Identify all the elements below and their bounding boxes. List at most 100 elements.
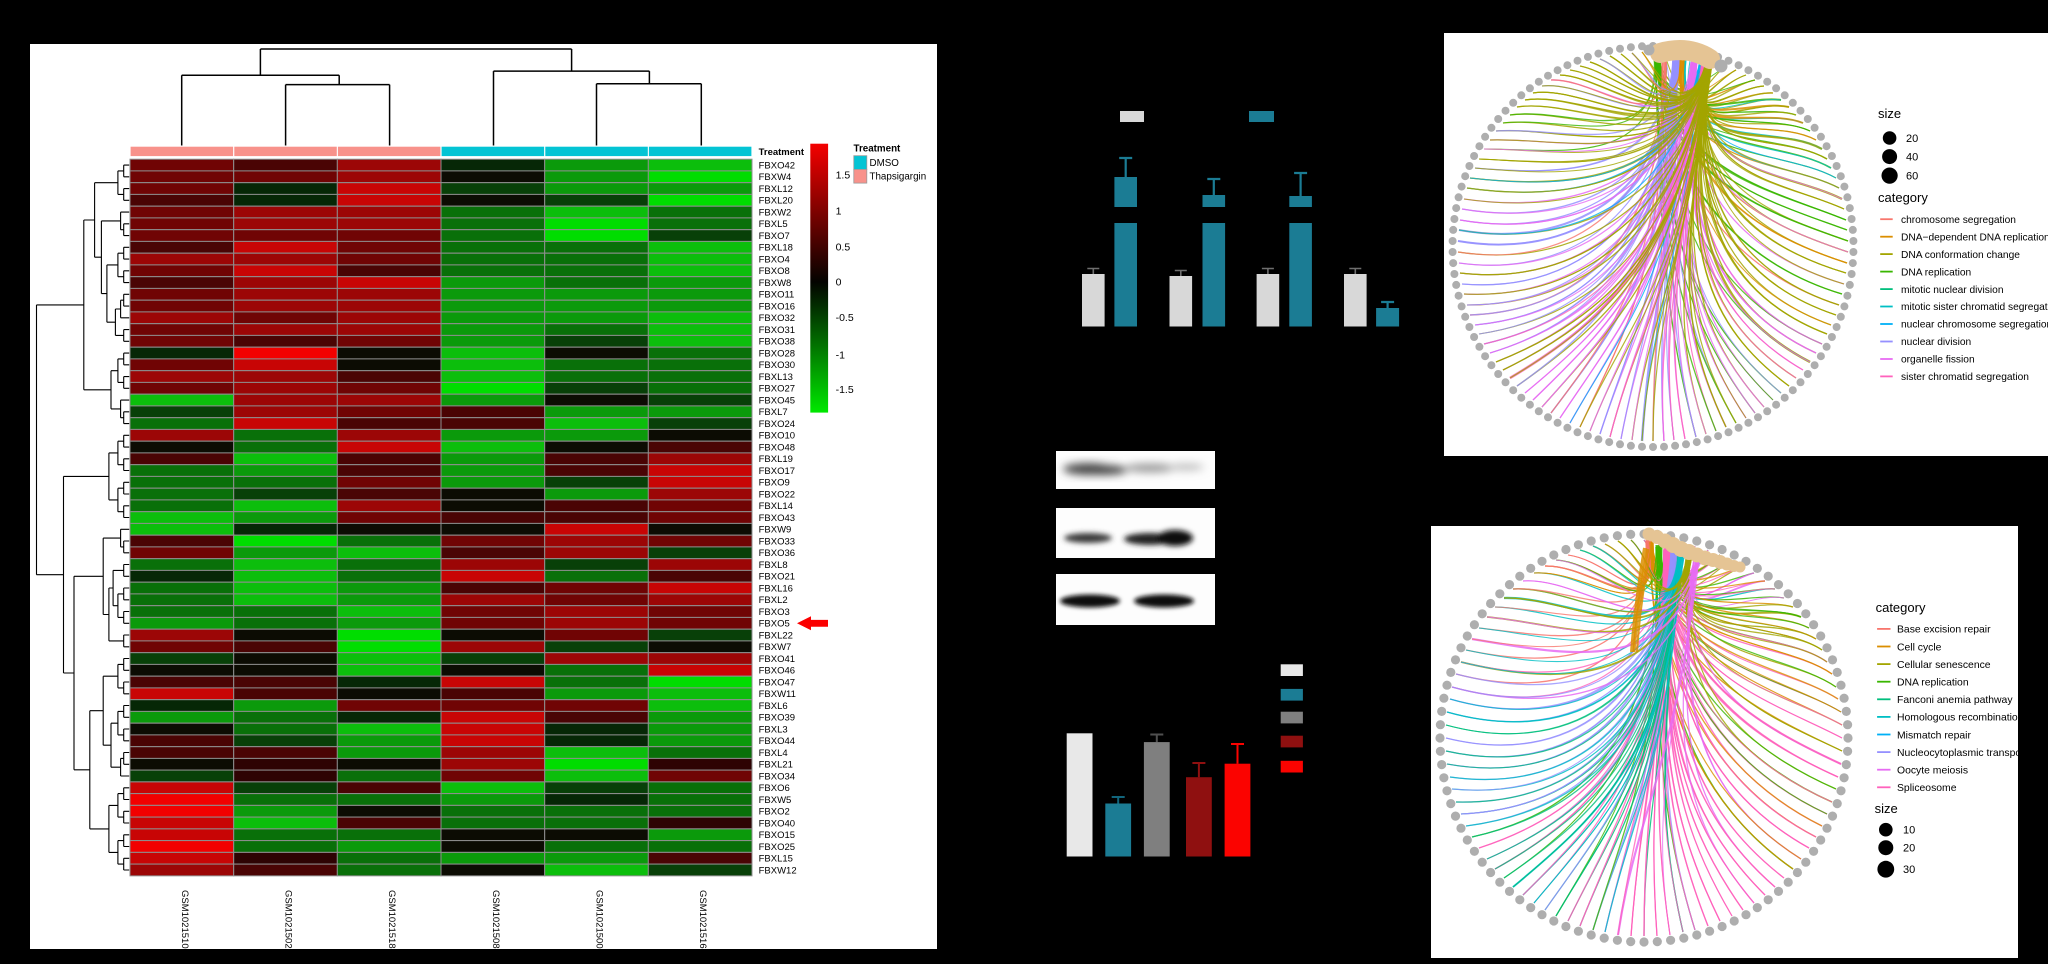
svg-text:FBXL18: FBXL18 (759, 243, 793, 254)
svg-text:FBXL14: FBXL14 (759, 501, 793, 512)
svg-text:size: size (1875, 801, 1898, 816)
svg-text:FBXW4: FBXW4 (759, 172, 792, 183)
svg-text:FBXO6: FBXO6 (759, 783, 790, 794)
svg-text:FBXO24: FBXO24 (759, 419, 795, 430)
svg-text:GSM1021518: GSM1021518 (386, 890, 397, 949)
svg-text:mitotic nuclear division: mitotic nuclear division (1901, 285, 2003, 296)
svg-text:0: 0 (836, 277, 842, 289)
svg-text:60: 60 (1906, 171, 1918, 183)
svg-text:FBXL21: FBXL21 (759, 760, 793, 771)
svg-text:FBXO40: FBXO40 (759, 818, 795, 829)
svg-text:20: 20 (1903, 843, 1915, 855)
svg-text:20: 20 (1906, 133, 1918, 145)
svg-text:FBXL8: FBXL8 (759, 560, 788, 571)
svg-text:FBXL4: FBXL4 (759, 748, 788, 759)
svg-text:FBXL3: FBXL3 (759, 724, 788, 735)
svg-text:organelle fission: organelle fission (1901, 355, 1975, 366)
svg-text:FBXL2: FBXL2 (759, 595, 788, 606)
svg-text:FBXO28: FBXO28 (759, 349, 795, 360)
svg-text:category: category (1878, 190, 1928, 205)
svg-text:Homologous recombination: Homologous recombination (1897, 713, 2024, 724)
svg-text:FBXO34: FBXO34 (759, 771, 795, 782)
svg-text:FBXL22: FBXL22 (759, 630, 793, 641)
svg-text:40: 40 (1906, 152, 1918, 164)
svg-text:10: 10 (1903, 825, 1915, 837)
svg-text:FBXL13: FBXL13 (759, 372, 793, 383)
svg-text:DNA conformation change: DNA conformation change (1901, 250, 2020, 261)
svg-text:FBXL12: FBXL12 (759, 184, 793, 195)
svg-text:1.5: 1.5 (836, 170, 851, 182)
svg-text:-1.5: -1.5 (836, 384, 854, 396)
svg-text:DNA replication: DNA replication (1901, 267, 1971, 278)
svg-text:FBXO30: FBXO30 (759, 360, 795, 371)
svg-text:DNA−dependent DNA replication: DNA−dependent DNA replication (1901, 232, 2048, 243)
svg-text:Thapsigargin: Thapsigargin (870, 172, 927, 183)
svg-text:DMSO: DMSO (870, 158, 900, 169)
svg-text:nuclear chromosome segregation: nuclear chromosome segregation (1901, 320, 2048, 331)
svg-text:FBXO10: FBXO10 (759, 431, 795, 442)
svg-text:FBXO4: FBXO4 (759, 255, 790, 266)
svg-text:Treatment: Treatment (759, 147, 805, 158)
svg-text:FBXO8: FBXO8 (759, 266, 790, 277)
svg-text:GSM1021508: GSM1021508 (490, 890, 501, 949)
svg-text:FBXO22: FBXO22 (759, 489, 795, 500)
svg-text:mitotic sister chromatid segre: mitotic sister chromatid segregation (1901, 302, 2048, 313)
svg-text:FBXO38: FBXO38 (759, 337, 795, 348)
svg-text:Fanconi anemia pathway: Fanconi anemia pathway (1897, 695, 2013, 706)
svg-text:nuclear division: nuclear division (1901, 337, 1971, 348)
svg-text:Treatment: Treatment (854, 144, 902, 155)
svg-text:FBXW12: FBXW12 (759, 865, 797, 876)
svg-text:1: 1 (836, 206, 842, 218)
svg-text:FBXO43: FBXO43 (759, 513, 795, 524)
svg-text:FBXO47: FBXO47 (759, 677, 795, 688)
svg-text:FBXO36: FBXO36 (759, 548, 795, 559)
svg-text:FBXW2: FBXW2 (759, 208, 792, 219)
svg-text:FBXL19: FBXL19 (759, 454, 793, 465)
svg-text:GSM1021510: GSM1021510 (179, 890, 190, 949)
svg-text:Oocyte meiosis: Oocyte meiosis (1897, 766, 1968, 777)
svg-text:FBXL7: FBXL7 (759, 407, 788, 418)
svg-text:FBXO48: FBXO48 (759, 443, 795, 454)
svg-text:Cellular senescence: Cellular senescence (1897, 660, 1991, 671)
svg-text:FBXL5: FBXL5 (759, 219, 788, 230)
svg-text:FBXO9: FBXO9 (759, 478, 790, 489)
svg-text:Cell cycle: Cell cycle (1897, 642, 1942, 653)
svg-text:FBXO2: FBXO2 (759, 807, 790, 818)
svg-text:FBXO45: FBXO45 (759, 396, 795, 407)
svg-text:GSM1021500: GSM1021500 (594, 890, 605, 949)
svg-text:FBXO39: FBXO39 (759, 713, 795, 724)
svg-text:30: 30 (1903, 864, 1915, 876)
svg-text:FBXL6: FBXL6 (759, 701, 788, 712)
svg-text:FBXO15: FBXO15 (759, 830, 795, 841)
svg-text:Mismatch repair: Mismatch repair (1897, 730, 1971, 741)
svg-text:FBXO33: FBXO33 (759, 536, 795, 547)
svg-text:Spliceosome: Spliceosome (1897, 783, 1957, 794)
svg-text:FBXO21: FBXO21 (759, 572, 795, 583)
svg-text:GSM1021502: GSM1021502 (283, 890, 294, 949)
svg-text:FBXO16: FBXO16 (759, 302, 795, 313)
svg-text:FBXO27: FBXO27 (759, 384, 795, 395)
svg-text:FBXO42: FBXO42 (759, 161, 795, 172)
svg-text:sister chromatid segregation: sister chromatid segregation (1901, 372, 2029, 383)
svg-text:DNA replication: DNA replication (1897, 678, 1969, 689)
svg-text:FBXW7: FBXW7 (759, 642, 792, 653)
svg-text:category: category (1876, 600, 1926, 615)
svg-text:FBXO41: FBXO41 (759, 654, 795, 665)
svg-text:-0.5: -0.5 (836, 312, 854, 324)
svg-text:FBXO5: FBXO5 (759, 619, 790, 630)
svg-text:FBXW5: FBXW5 (759, 795, 792, 806)
svg-text:0.5: 0.5 (836, 242, 851, 254)
svg-text:-1: -1 (836, 350, 845, 362)
svg-text:GSM1021516: GSM1021516 (697, 890, 708, 949)
svg-text:Nucleocytoplasmic transport: Nucleocytoplasmic transport (1897, 748, 2028, 759)
svg-text:FBXW9: FBXW9 (759, 525, 792, 536)
svg-text:FBXO11: FBXO11 (759, 290, 795, 301)
svg-text:FBXW8: FBXW8 (759, 278, 792, 289)
svg-text:FBXO32: FBXO32 (759, 313, 795, 324)
svg-text:FBXL15: FBXL15 (759, 854, 793, 865)
svg-text:FBXO7: FBXO7 (759, 231, 790, 242)
svg-text:FBXO17: FBXO17 (759, 466, 795, 477)
svg-text:FBXL20: FBXL20 (759, 196, 793, 207)
svg-text:Base excision repair: Base excision repair (1897, 625, 1991, 636)
svg-text:FBXO46: FBXO46 (759, 666, 795, 677)
